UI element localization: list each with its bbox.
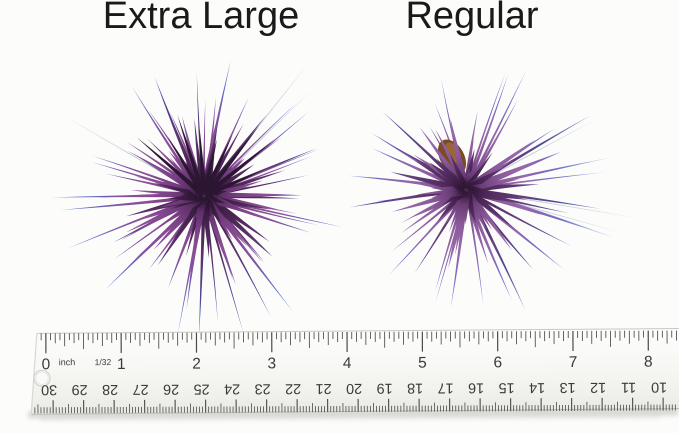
svg-text:6: 6 (493, 354, 502, 371)
regular-plant (348, 67, 636, 311)
svg-text:17: 17 (437, 380, 453, 396)
svg-text:13: 13 (559, 379, 575, 395)
svg-text:19: 19 (376, 380, 392, 396)
regular-label: Regular (405, 0, 539, 37)
svg-text:1: 1 (117, 356, 126, 373)
svg-text:27: 27 (132, 381, 148, 397)
ruler-cm-numbers: 30 29 28 27 26 25 24 23 22 21 20 19 18 17 16 15 14 13 12 11… (41, 379, 667, 398)
svg-text:4: 4 (343, 355, 352, 372)
ruler-inch-scale (40, 330, 677, 354)
svg-text:28: 28 (102, 381, 118, 397)
extra-large-plant-center-spikes (136, 115, 275, 197)
svg-text:15: 15 (498, 379, 514, 395)
svg-text:11: 11 (621, 379, 636, 395)
svg-text:22: 22 (285, 380, 301, 396)
ruler-unit-label: inch (59, 357, 76, 367)
extra-large-plant (50, 60, 343, 338)
svg-text:16: 16 (468, 379, 484, 395)
svg-text:0: 0 (42, 356, 51, 373)
svg-text:14: 14 (529, 379, 545, 395)
svg-text:30: 30 (41, 381, 57, 397)
ruler-cm-scale (34, 397, 676, 414)
svg-text:25: 25 (193, 381, 209, 397)
svg-text:21: 21 (315, 380, 331, 396)
extra-large-label: Extra Large (102, 0, 300, 37)
svg-text:20: 20 (346, 380, 362, 396)
svg-text:10: 10 (651, 379, 667, 395)
svg-text:18: 18 (407, 380, 423, 396)
ruler-inch-numbers: 0 1 2 3 4 5 6 7 8 (42, 354, 653, 374)
svg-text:3: 3 (268, 355, 277, 372)
ruler-body (31, 328, 679, 415)
svg-text:26: 26 (163, 381, 179, 397)
regular-plant-leaves-2 (429, 151, 520, 227)
svg-text:24: 24 (224, 380, 240, 396)
svg-text:8: 8 (644, 354, 653, 371)
svg-text:2: 2 (192, 356, 201, 373)
svg-text:29: 29 (71, 381, 87, 397)
svg-text:7: 7 (569, 354, 578, 371)
svg-text:5: 5 (418, 355, 427, 372)
ruler-fraction-label: 1/32 (95, 357, 112, 367)
svg-text:23: 23 (254, 380, 270, 396)
svg-text:12: 12 (590, 379, 606, 395)
